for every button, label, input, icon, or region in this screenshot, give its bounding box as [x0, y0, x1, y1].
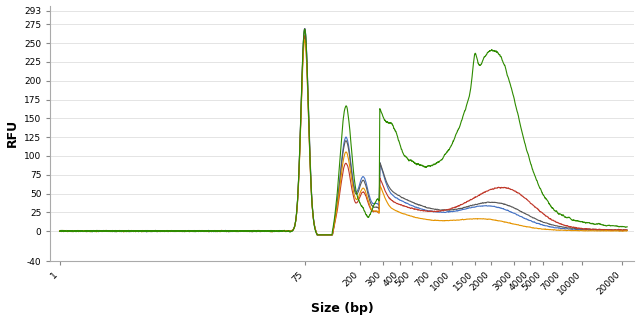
Y-axis label: RFU: RFU: [6, 119, 19, 147]
X-axis label: Size (bp): Size (bp): [311, 302, 374, 316]
